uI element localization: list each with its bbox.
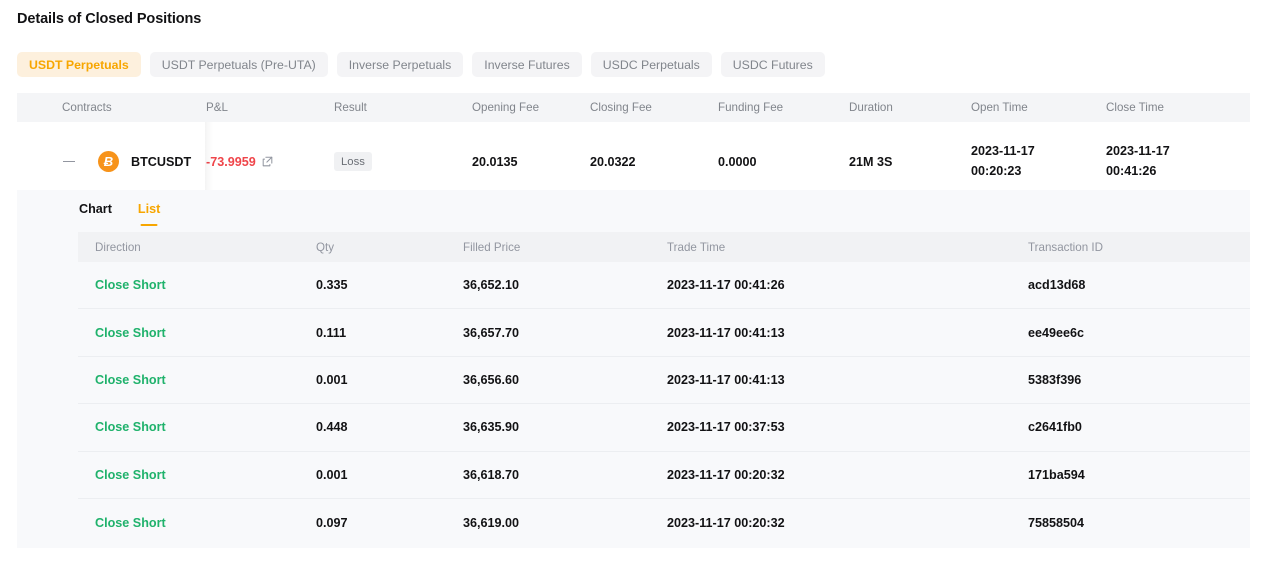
table-row[interactable]: Close Short 0.097 36,619.00 2023-11-17 0… bbox=[78, 498, 1250, 547]
contract-symbol: BTCUSDT bbox=[131, 154, 192, 169]
table-row[interactable]: Close Short 0.111 36,657.70 2023-11-17 0… bbox=[78, 309, 1250, 357]
tab-usdt-perpetuals-pre-uta[interactable]: USDT Perpetuals (Pre-UTA) bbox=[149, 52, 328, 77]
tab-list[interactable]: List bbox=[138, 202, 160, 226]
cell-transaction-id: acd13d68 bbox=[1028, 278, 1086, 293]
column-header-opening-fee: Opening Fee bbox=[472, 101, 540, 114]
tab-usdc-perpetuals[interactable]: USDC Perpetuals bbox=[590, 52, 712, 77]
cell-filled-price: 36,656.60 bbox=[463, 372, 520, 387]
cell-trade-time: 2023-11-17 00:20:32 bbox=[667, 515, 785, 530]
column-header-open-time: Open Time bbox=[971, 101, 1028, 114]
trades-table: Direction Qty Filled Price Trade Time Tr… bbox=[78, 232, 1250, 547]
tab-usdc-futures[interactable]: USDC Futures bbox=[720, 52, 825, 77]
open-time-date: 2023-11-17 bbox=[971, 143, 1035, 158]
column-header-filled-price: Filled Price bbox=[463, 240, 521, 254]
cell-closing-fee: 20.0322 bbox=[590, 154, 636, 169]
cell-qty: 0.097 bbox=[316, 515, 348, 530]
cell-trade-time: 2023-11-17 00:20:32 bbox=[667, 467, 785, 482]
open-time-clock: 00:20:23 bbox=[971, 163, 1022, 178]
positions-table-header: Contracts P&L Result Opening Fee Closing… bbox=[17, 93, 1250, 122]
cell-qty: 0.335 bbox=[316, 278, 348, 293]
table-row[interactable]: Ƀ BTCUSDT -73.9959 Loss 20.0135 20.03 bbox=[17, 122, 1250, 202]
cell-pnl: -73.9959 bbox=[188, 155, 301, 169]
cell-transaction-id: 5383f396 bbox=[1028, 372, 1082, 387]
detail-tab-bar: Chart List bbox=[79, 202, 160, 226]
cell-qty: 0.111 bbox=[316, 325, 347, 340]
trades-table-header: Direction Qty Filled Price Trade Time Tr… bbox=[78, 232, 1250, 262]
direction-label: Close Short bbox=[95, 467, 166, 482]
cell-direction: Close Short bbox=[78, 516, 302, 530]
column-header-transaction-id: Transaction ID bbox=[1028, 240, 1103, 254]
cell-trade-time: 2023-11-17 00:41:13 bbox=[667, 325, 785, 340]
column-header-trade-time: Trade Time bbox=[667, 240, 726, 254]
cell-filled-price: 36,652.10 bbox=[463, 278, 520, 293]
positions-table: Contracts P&L Result Opening Fee Closing… bbox=[17, 93, 1250, 203]
cell-direction: Close Short bbox=[78, 373, 302, 387]
column-header-duration: Duration bbox=[849, 101, 893, 114]
cell-open-time: 2023-11-17 00:20:23 bbox=[940, 142, 1075, 181]
product-tab-bar: USDT Perpetuals USDT Perpetuals (Pre-UTA… bbox=[17, 52, 825, 77]
cell-contract: Ƀ BTCUSDT bbox=[17, 151, 192, 172]
table-row[interactable]: Close Short 0.001 36,618.70 2023-11-17 0… bbox=[78, 451, 1250, 499]
cell-qty: 0.001 bbox=[316, 372, 348, 387]
column-header-funding-fee: Funding Fee bbox=[718, 101, 784, 114]
column-header-contracts: Contracts bbox=[62, 101, 112, 114]
tab-usdt-perpetuals[interactable]: USDT Perpetuals bbox=[17, 52, 141, 77]
tab-chart[interactable]: Chart bbox=[79, 202, 112, 216]
pnl-value: -73.9959 bbox=[206, 154, 256, 169]
cell-duration: 21M 3S bbox=[849, 154, 893, 169]
cell-filled-price: 36,618.70 bbox=[463, 467, 520, 482]
status-badge: Loss bbox=[334, 152, 372, 171]
cell-filled-price: 36,635.90 bbox=[463, 420, 520, 435]
cell-qty: 0.001 bbox=[316, 467, 348, 482]
direction-label: Close Short bbox=[95, 420, 166, 435]
expanded-detail-panel: Chart List Direction Qty Filled Price Tr… bbox=[17, 190, 1250, 548]
cell-direction: Close Short bbox=[78, 326, 302, 340]
direction-label: Close Short bbox=[95, 278, 166, 293]
close-time-date: 2023-11-17 bbox=[1106, 143, 1170, 158]
cell-direction: Close Short bbox=[78, 278, 302, 292]
tab-inverse-futures[interactable]: Inverse Futures bbox=[472, 52, 582, 77]
table-row[interactable]: Close Short 0.448 36,635.90 2023-11-17 0… bbox=[78, 404, 1250, 452]
page-title: Details of Closed Positions bbox=[17, 11, 202, 27]
cell-close-time: 2023-11-17 00:41:26 bbox=[1075, 142, 1205, 181]
cell-funding-fee: 0.0000 bbox=[718, 154, 757, 169]
cell-direction: Close Short bbox=[78, 468, 302, 482]
table-row[interactable]: Close Short 0.001 36,656.60 2023-11-17 0… bbox=[78, 356, 1250, 405]
cell-trade-time: 2023-11-17 00:41:13 bbox=[667, 372, 785, 387]
cell-trade-time: 2023-11-17 00:41:26 bbox=[667, 278, 785, 293]
bitcoin-icon: Ƀ bbox=[98, 151, 119, 172]
cell-transaction-id: 75858504 bbox=[1028, 515, 1085, 530]
cell-transaction-id: c2641fb0 bbox=[1028, 420, 1082, 435]
tab-inverse-perpetuals[interactable]: Inverse Perpetuals bbox=[336, 52, 464, 77]
direction-label: Close Short bbox=[95, 325, 166, 340]
cell-result: Loss bbox=[301, 152, 429, 171]
close-time-clock: 00:41:26 bbox=[1106, 163, 1157, 178]
cell-filled-price: 36,619.00 bbox=[463, 515, 520, 530]
column-header-result: Result bbox=[334, 101, 367, 114]
cell-direction: Close Short bbox=[78, 420, 302, 434]
column-header-close-time: Close Time bbox=[1106, 101, 1164, 114]
table-row[interactable]: Close Short 0.335 36,652.10 2023-11-17 0… bbox=[78, 262, 1250, 310]
cell-qty: 0.448 bbox=[316, 420, 348, 435]
direction-label: Close Short bbox=[95, 372, 166, 387]
cell-opening-fee: 20.0135 bbox=[472, 154, 518, 169]
direction-label: Close Short bbox=[95, 515, 166, 530]
cell-transaction-id: 171ba594 bbox=[1028, 467, 1085, 482]
cell-transaction-id: ee49ee6c bbox=[1028, 325, 1085, 340]
cell-filled-price: 36,657.70 bbox=[463, 325, 520, 340]
cell-trade-time: 2023-11-17 00:37:53 bbox=[667, 420, 785, 435]
column-header-qty: Qty bbox=[316, 240, 335, 254]
column-header-pnl: P&L bbox=[206, 101, 228, 114]
external-link-icon[interactable] bbox=[262, 156, 273, 167]
collapse-row-icon[interactable] bbox=[62, 155, 76, 169]
column-header-direction: Direction bbox=[95, 240, 141, 254]
column-header-closing-fee: Closing Fee bbox=[590, 101, 652, 114]
